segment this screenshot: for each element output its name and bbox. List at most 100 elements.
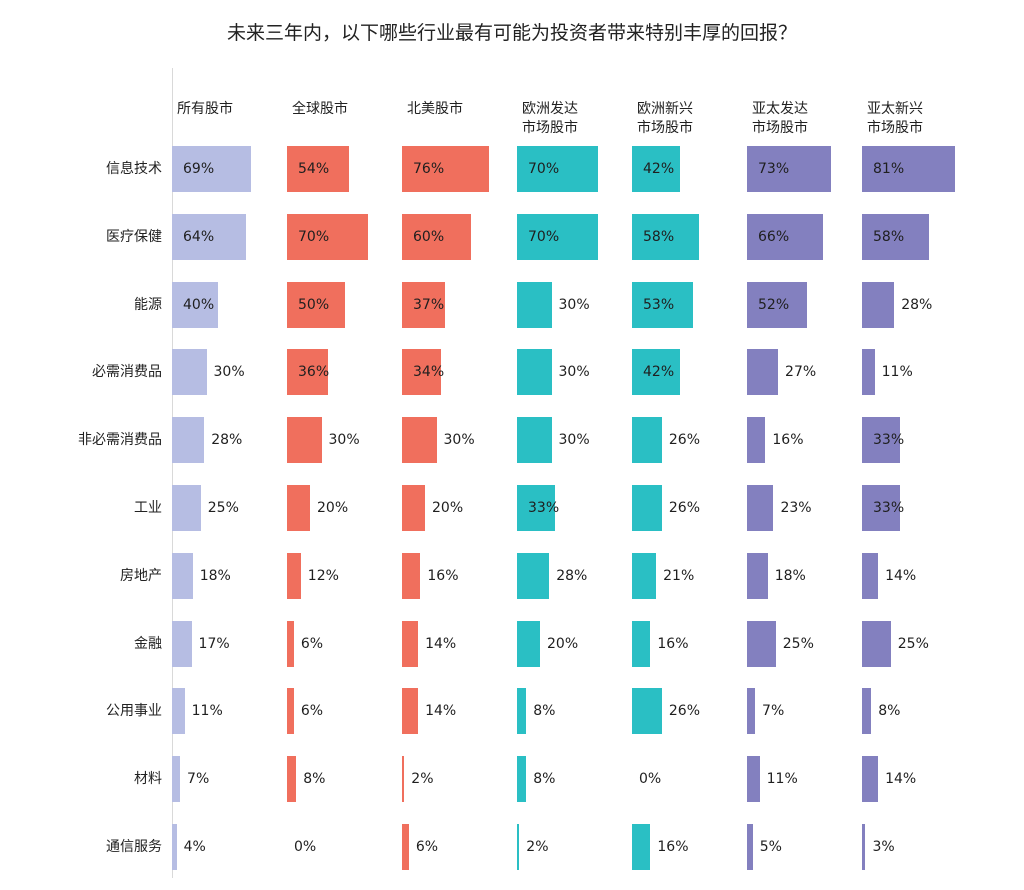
data-label: 30% (213, 364, 245, 381)
bar (862, 824, 866, 870)
data-label: 8% (533, 771, 556, 788)
bar (517, 281, 552, 328)
bar (287, 485, 310, 531)
category-label: 医疗保健 (106, 228, 162, 245)
category-label: 能源 (134, 296, 162, 313)
category-label: 工业 (134, 500, 162, 516)
data-label: 5% (759, 839, 782, 855)
chart-title: 未来三年内，以下哪些行业最有可能为投资者带来特别丰厚的回报？ (226, 22, 797, 44)
bar (172, 552, 193, 599)
bar (632, 213, 699, 260)
data-label: 33% (528, 500, 560, 516)
data-label: 64% (183, 228, 215, 245)
bar (172, 417, 205, 464)
category-label: 房地产 (120, 567, 162, 584)
data-label: 70% (298, 228, 330, 245)
data-label: 36% (298, 364, 330, 381)
data-label: 50% (298, 296, 330, 313)
bar (172, 281, 218, 328)
column-header: 亚太新兴 市场股市 (867, 101, 923, 136)
category-label: 信息技术 (106, 161, 162, 177)
data-label: 8% (533, 703, 556, 720)
data-label: 30% (558, 364, 590, 381)
bar (632, 688, 662, 735)
data-label: 16% (657, 635, 689, 652)
data-label: 52% (758, 296, 790, 313)
bar (172, 349, 207, 396)
data-label: 42% (643, 364, 675, 381)
data-label: 8% (878, 703, 901, 720)
data-label: 4% (183, 839, 206, 855)
bar (862, 349, 875, 396)
data-label: 16% (427, 567, 459, 584)
data-label: 21% (663, 567, 695, 584)
data-label: 70% (528, 161, 560, 177)
data-label: 30% (443, 432, 475, 449)
data-label: 0% (294, 839, 317, 855)
bar (172, 824, 177, 870)
bar (517, 213, 598, 260)
column-header: 欧洲新兴 市场股市 (637, 101, 693, 136)
column-header: 欧洲发达 市场股市 (522, 101, 578, 136)
data-label: 11% (881, 364, 913, 381)
data-label: 2% (526, 839, 549, 855)
bar (517, 146, 598, 192)
bar (632, 281, 693, 328)
data-label: 66% (758, 228, 790, 245)
bar (747, 688, 756, 735)
bar (862, 146, 956, 192)
data-label: 33% (873, 500, 905, 516)
column-header: 所有股市 (177, 101, 233, 117)
data-label: 28% (556, 567, 588, 584)
category-label: 公用事业 (106, 703, 162, 720)
data-label: 18% (199, 567, 231, 584)
data-label: 30% (558, 296, 590, 313)
category-label: 必需消费品 (92, 364, 162, 381)
bar (517, 417, 552, 464)
bar (862, 620, 891, 667)
bar (402, 552, 421, 599)
bar (287, 756, 297, 803)
data-label: 0% (639, 771, 662, 788)
category-axis-line (172, 68, 173, 878)
data-label: 60% (413, 228, 445, 245)
bar (517, 552, 550, 599)
data-label: 58% (873, 228, 905, 245)
bar (747, 213, 823, 260)
data-label: 6% (300, 703, 324, 720)
bar (747, 620, 776, 667)
bar (517, 485, 555, 531)
data-label: 26% (668, 500, 701, 516)
data-label: 20% (317, 500, 349, 516)
column-header: 亚太发达 市场股市 (752, 101, 808, 136)
bar (402, 756, 405, 803)
bar (287, 552, 301, 599)
data-label: 6% (415, 839, 439, 855)
data-label: 70% (528, 228, 560, 245)
data-label: 28% (901, 296, 933, 313)
data-label: 30% (328, 432, 360, 449)
data-label: 20% (547, 635, 579, 652)
data-label: 7% (762, 703, 785, 720)
data-label: 76% (413, 161, 445, 177)
bar (402, 620, 419, 667)
bar (747, 756, 760, 803)
data-label: 26% (668, 703, 701, 720)
data-label: 42% (643, 161, 675, 177)
bar (402, 688, 419, 735)
data-label: 28% (211, 432, 243, 449)
bar (287, 146, 350, 192)
bar (287, 281, 345, 328)
bar (632, 485, 662, 531)
data-label: 37% (413, 296, 445, 313)
data-label: 14% (885, 771, 917, 788)
category-label: 非必需消费品 (78, 432, 162, 449)
data-label: 8% (303, 771, 326, 788)
bar (862, 756, 879, 803)
data-label: 30% (558, 432, 590, 449)
bar (632, 824, 651, 870)
data-label: 14% (425, 703, 457, 720)
data-label: 58% (643, 228, 675, 245)
data-label: 40% (183, 296, 215, 313)
bar (172, 213, 246, 260)
